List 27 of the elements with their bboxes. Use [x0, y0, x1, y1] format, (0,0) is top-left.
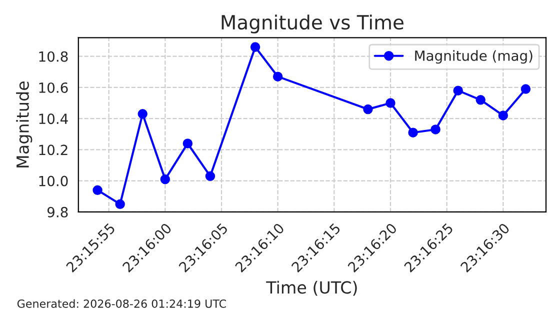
point	[92, 185, 102, 196]
point	[250, 42, 260, 52]
chart-title: Magnitude vs Time	[222, 14, 404, 34]
y-tick-label: 9.8	[47, 206, 68, 218]
point	[408, 128, 418, 138]
point	[498, 110, 508, 120]
point	[272, 72, 283, 82]
y-tick-label: 10.2	[39, 144, 68, 156]
y-tick-label: 10.0	[39, 176, 68, 186]
point	[476, 95, 486, 105]
point	[205, 171, 216, 182]
point	[115, 199, 125, 210]
point	[160, 174, 170, 184]
point	[386, 98, 396, 108]
y-tick-label: 10.6	[39, 82, 68, 93]
x-axis-title: Time (UTC)	[266, 280, 357, 296]
point	[430, 124, 440, 134]
legend-label: Magnitude (mag)	[415, 50, 532, 64]
point	[363, 104, 373, 114]
point	[182, 138, 193, 148]
text: Generated: 2026-08-26 01:24:19 UTC	[17, 299, 226, 308]
point	[138, 109, 148, 119]
point	[520, 84, 531, 94]
y-tick-label: 10.8	[39, 51, 68, 62]
y-axis-title: Magnitude	[16, 82, 32, 168]
point	[453, 86, 463, 96]
y-tick-label: 10.4	[39, 114, 68, 124]
